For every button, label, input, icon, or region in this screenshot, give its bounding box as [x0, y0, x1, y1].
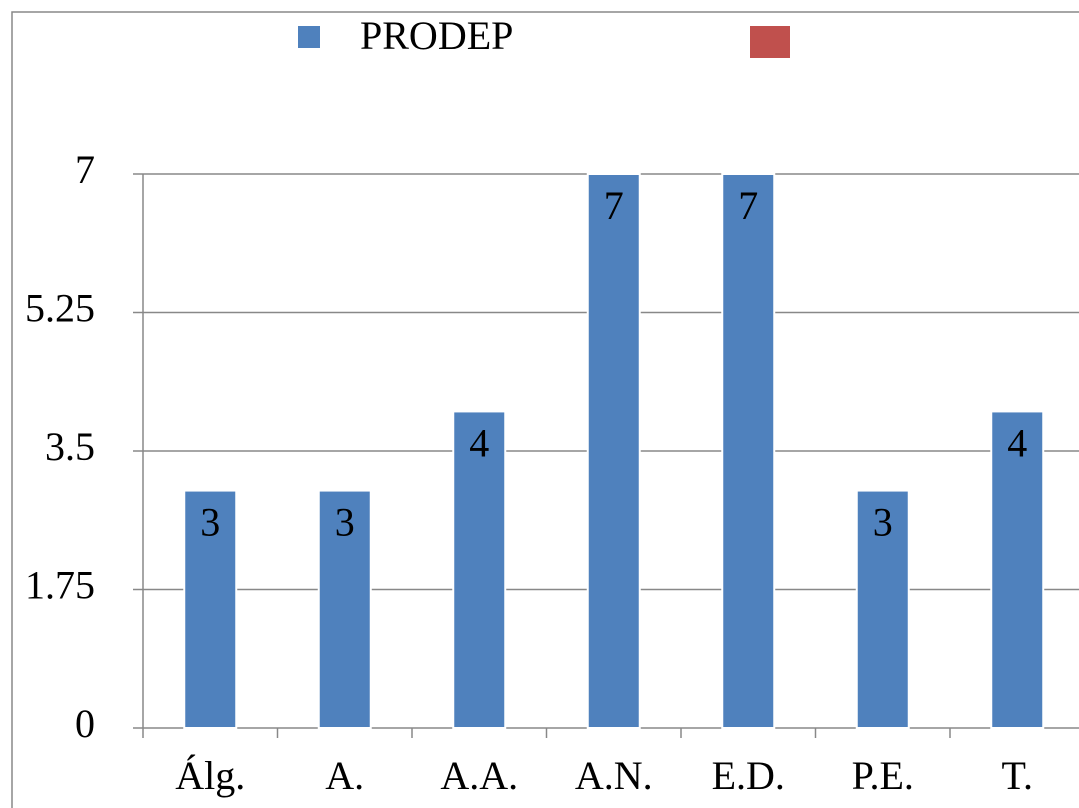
- y-tick-label: 3.5: [45, 424, 95, 469]
- data-label: 7: [738, 183, 758, 228]
- y-tick-label: 7: [75, 147, 95, 192]
- legend-swatch: [750, 26, 790, 58]
- x-tick-label: A.A.: [440, 753, 518, 798]
- x-tick-label: T.: [1002, 753, 1033, 798]
- data-label: 7: [604, 183, 624, 228]
- chart-frame: [11, 11, 1079, 808]
- legend-swatch: [298, 26, 320, 48]
- data-label: 3: [873, 500, 893, 545]
- x-tick-label: A.N.: [575, 753, 653, 798]
- bar: [990, 410, 1045, 729]
- bar: [855, 489, 910, 730]
- y-tick-label: 5.25: [25, 286, 95, 331]
- x-tick-label: Álg.: [175, 753, 245, 798]
- x-tick-label: E.D.: [712, 753, 785, 798]
- data-label: 4: [469, 421, 489, 466]
- data-label: 3: [335, 500, 355, 545]
- bar: [183, 489, 238, 730]
- bar: [452, 410, 507, 729]
- legend-label: PRODEP: [360, 13, 513, 58]
- data-label: 3: [200, 500, 220, 545]
- bar: [721, 173, 776, 729]
- x-tick-label: A.: [325, 753, 364, 798]
- y-tick-label: 0: [75, 701, 95, 746]
- x-tick-label: P.E.: [852, 753, 914, 798]
- data-label: 4: [1007, 421, 1027, 466]
- y-tick-label: 1.75: [25, 563, 95, 608]
- bar: [317, 489, 372, 730]
- bar: [586, 173, 641, 729]
